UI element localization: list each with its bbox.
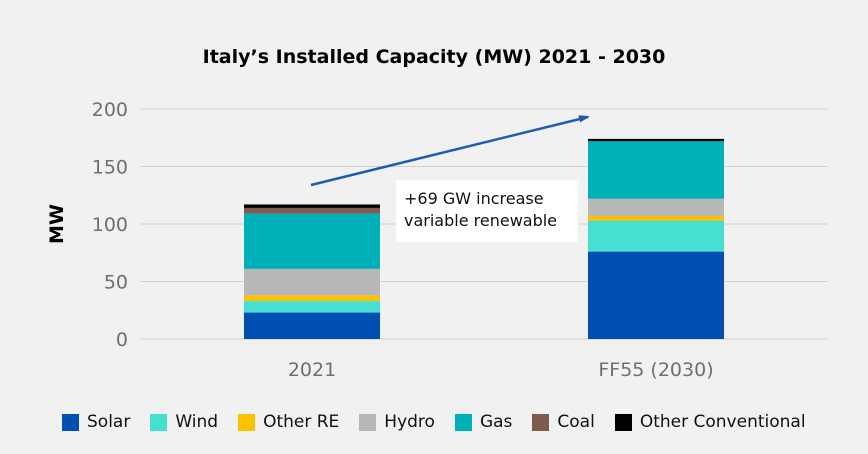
increase-arrow — [310, 117, 588, 187]
y-tick-label: 150 — [92, 157, 128, 179]
legend-swatch — [359, 413, 377, 431]
bar-segment-hydro — [588, 198, 724, 216]
legend-item: Other RE — [238, 412, 339, 432]
legend-item: Hydro — [359, 412, 435, 432]
y-axis-label: MW — [46, 204, 68, 244]
y-tick-label: 50 — [104, 272, 128, 294]
bar-segment-other-re — [244, 295, 380, 302]
legend-label: Other RE — [263, 412, 340, 432]
legend-label: Hydro — [384, 412, 435, 432]
x-tick-label: 2021 — [288, 359, 336, 381]
bar-segment-coal — [244, 207, 380, 214]
legend-label: Gas — [479, 412, 513, 432]
bar-segment-other-conventional — [588, 138, 724, 142]
legend-item: Other Conventional — [614, 412, 806, 432]
legend-item: Coal — [532, 412, 595, 432]
legend-item: Solar — [62, 412, 130, 432]
legend-label: Wind — [175, 412, 219, 432]
annotation-line-1: +69 GW increase — [404, 189, 544, 208]
x-tick-label: FF55 (2030) — [598, 359, 713, 381]
legend-label: Solar — [87, 412, 131, 432]
y-tick-label: 100 — [92, 214, 128, 236]
legend-swatch — [454, 413, 472, 431]
bar-segment-gas — [588, 141, 724, 199]
bar-segment-other-re — [588, 215, 724, 221]
legend-item: Wind — [150, 412, 218, 432]
legend-label: Other Conventional — [639, 412, 806, 432]
bar-segment-wind — [588, 220, 724, 252]
legend-swatch — [532, 413, 550, 431]
bar-segment-other-conventional — [244, 204, 380, 208]
bar-segment-gas — [244, 213, 380, 269]
legend-item: Gas — [454, 412, 513, 432]
annotation-box: +69 GW increase variable renewable — [396, 180, 578, 242]
legend-swatch — [238, 413, 256, 431]
bar-segment-wind — [244, 301, 380, 313]
bar-segment-solar — [244, 312, 380, 339]
legend-swatch — [150, 413, 168, 431]
chart-title: Italy’s Installed Capacity (MW) 2021 - 2… — [202, 46, 666, 68]
y-tick-label: 0 — [116, 329, 128, 351]
bar-segment-solar — [588, 251, 724, 339]
legend: Solar Wind Other RE Hydro Gas Coal Other Conve… — [62, 410, 826, 434]
legend-label: Coal — [557, 412, 595, 432]
legend-swatch — [62, 413, 79, 431]
annotation-line-2: variable renewable — [404, 211, 558, 230]
bar-segment-hydro — [244, 268, 380, 296]
legend-swatch — [614, 413, 632, 431]
y-tick-label: 200 — [92, 99, 128, 121]
